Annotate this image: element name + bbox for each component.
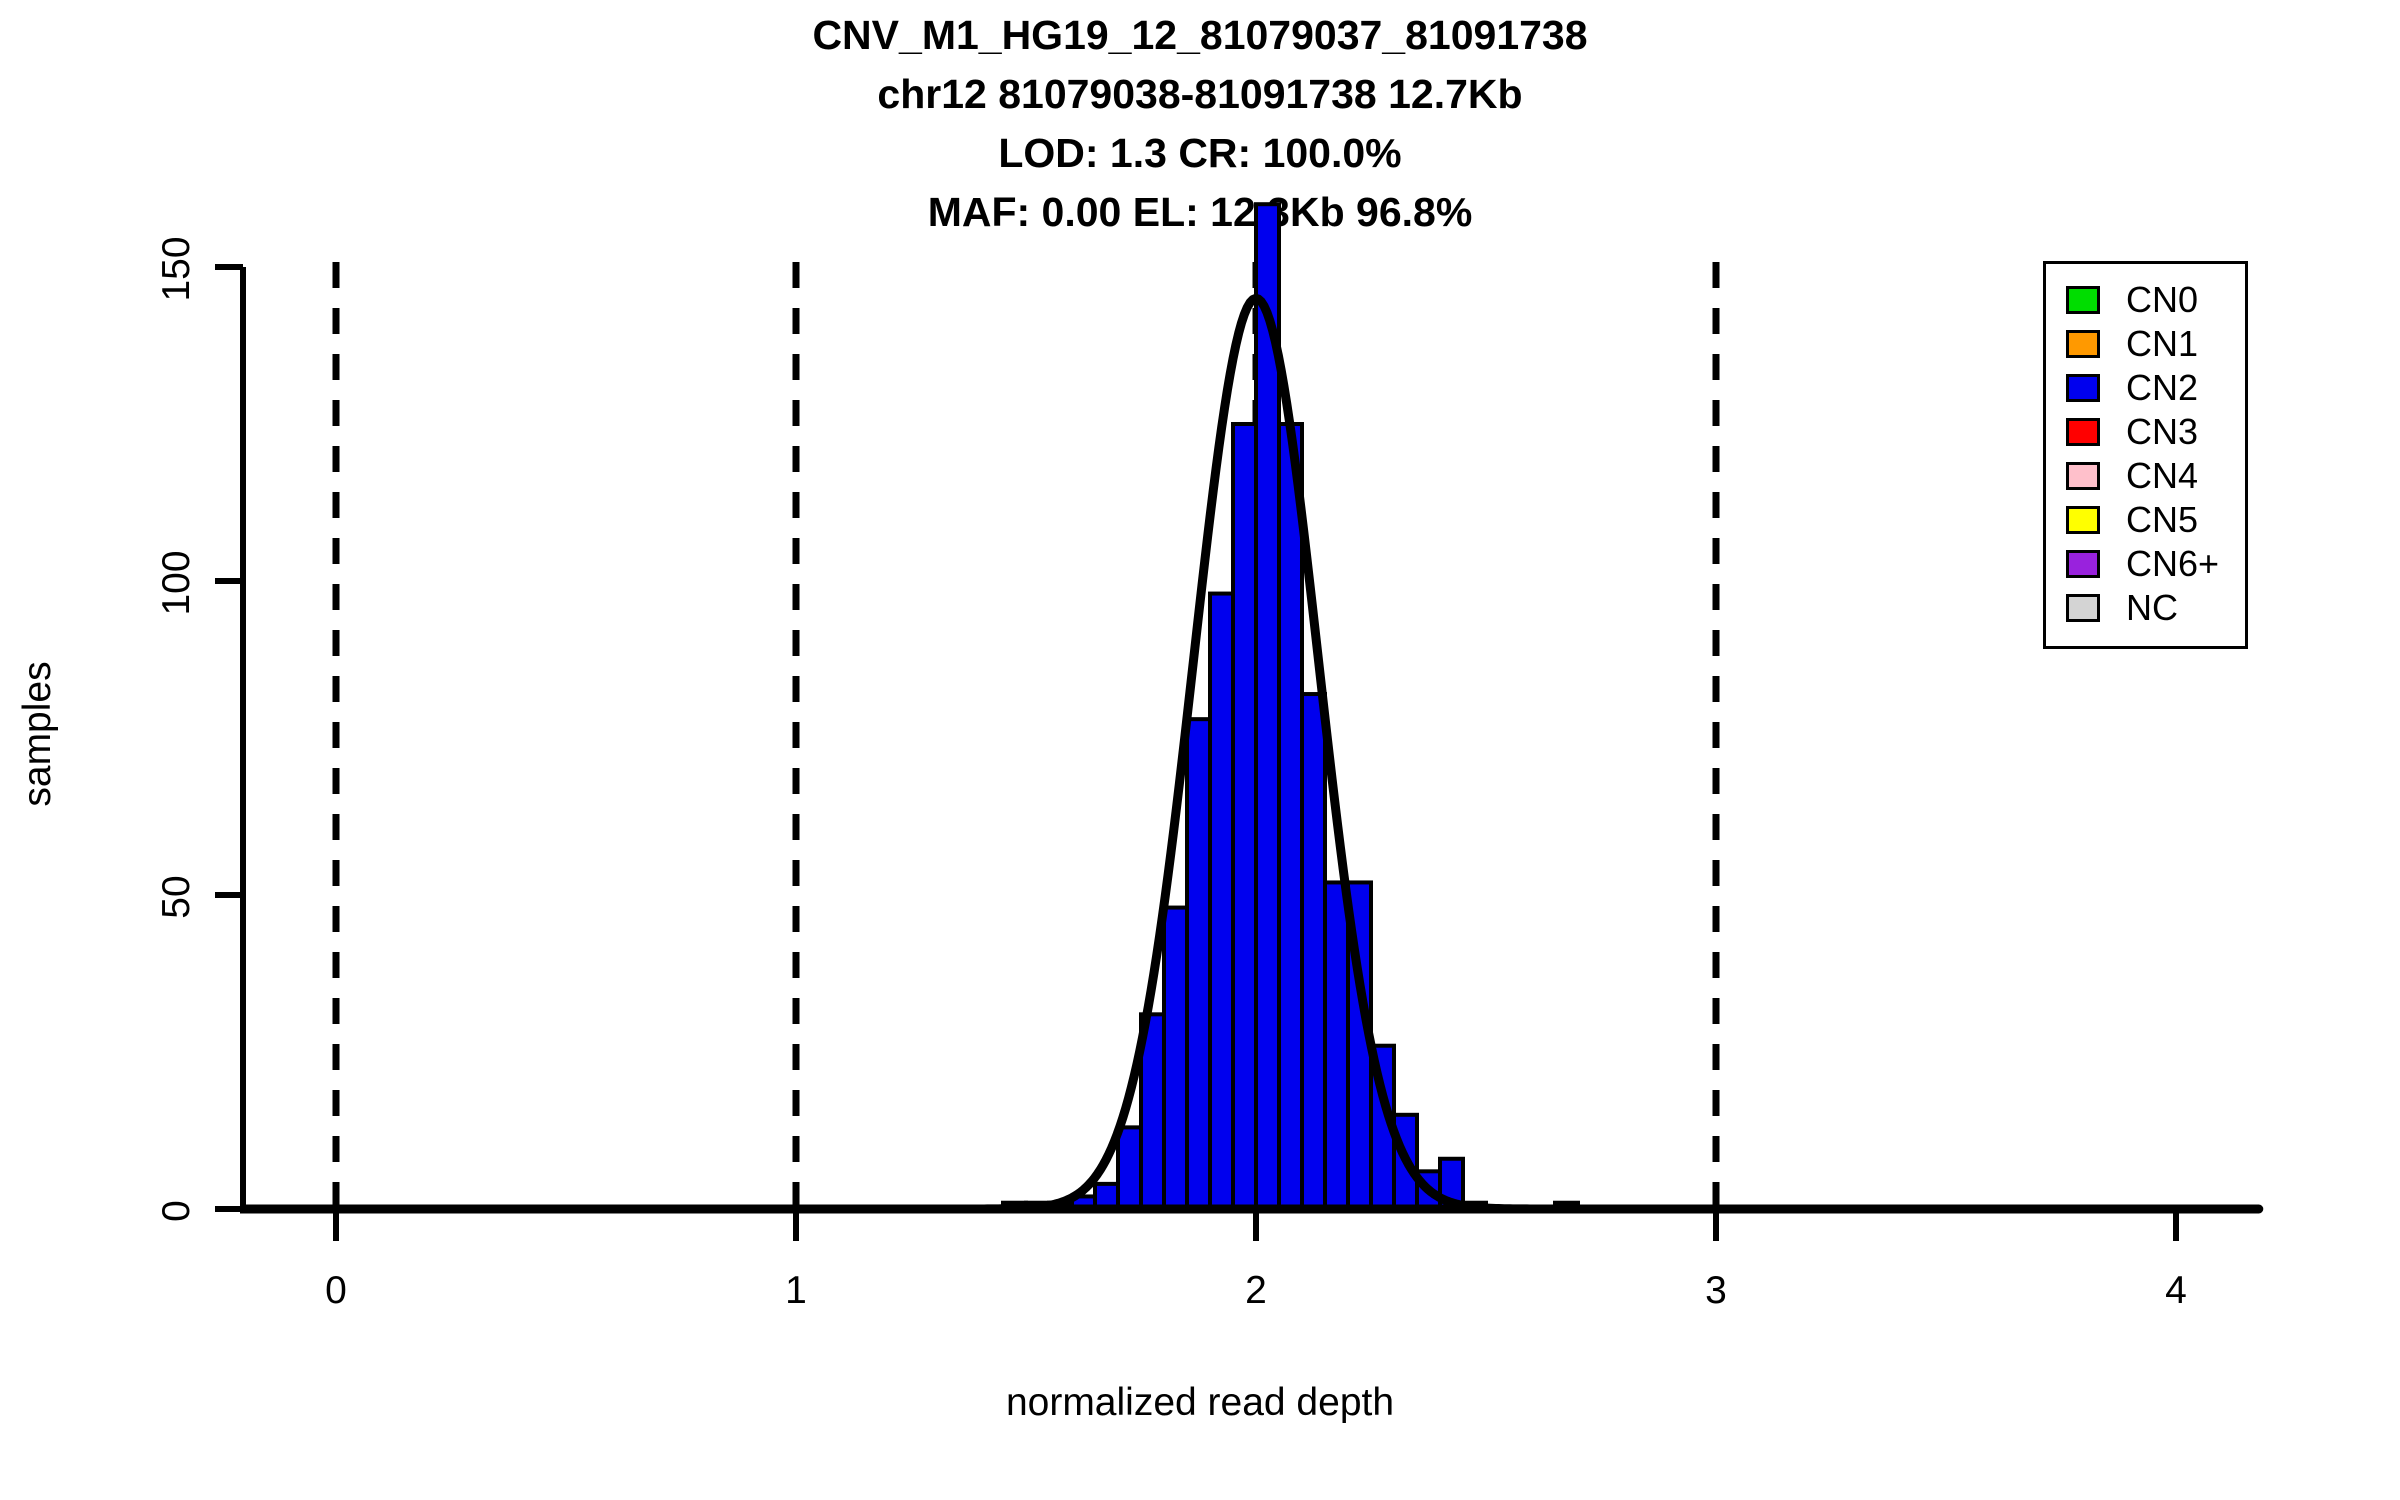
legend: CN0 CN1 CN2 CN3 CN4 CN5 CN6+ NC (2043, 261, 2249, 649)
x-tick-label: 2 (1245, 1269, 1267, 1312)
histogram-bar (1300, 692, 1327, 1211)
histogram-bar (1208, 591, 1235, 1211)
legend-swatch-icon (2066, 286, 2100, 314)
legend-item-cn4[interactable]: CN4 (2066, 454, 2219, 498)
legend-swatch-icon (2066, 330, 2100, 358)
x-tick-label: 3 (1705, 1269, 1727, 1312)
legend-item-label: CN0 (2126, 279, 2199, 320)
legend-swatch-icon (2066, 550, 2100, 578)
x-tick-label: 1 (785, 1269, 807, 1312)
legend-item-cn6plus[interactable]: CN6+ (2066, 542, 2219, 586)
y-tick-label: 150 (155, 236, 198, 302)
y-tick-label: 100 (155, 550, 198, 616)
histogram-bar (1116, 1125, 1143, 1211)
legend-item-cn5[interactable]: CN5 (2066, 498, 2219, 542)
histogram-bar (1231, 422, 1258, 1211)
histogram-bar (1323, 880, 1350, 1211)
histogram-bar (1277, 422, 1304, 1211)
legend-item-cn1[interactable]: CN1 (2066, 322, 2219, 366)
legend-item-label: CN6+ (2126, 543, 2220, 584)
legend-item-label: CN1 (2126, 323, 2199, 364)
legend-item-label: CN2 (2126, 367, 2199, 408)
histogram-bar (1162, 905, 1189, 1211)
x-tick-label: 4 (2165, 1269, 2187, 1312)
legend-item-label: CN4 (2126, 455, 2199, 496)
legend-item-cn0[interactable]: CN0 (2066, 278, 2219, 322)
y-axis-title: samples (16, 661, 59, 807)
histogram-bar (1185, 717, 1212, 1211)
legend-item-cn3[interactable]: CN3 (2066, 410, 2219, 454)
legend-swatch-icon (2066, 462, 2100, 490)
x-axis-title: normalized read depth (1005, 1381, 1395, 1424)
x-tick-label: 0 (325, 1269, 347, 1312)
y-tick-label: 50 (155, 875, 198, 919)
legend-item-cn2[interactable]: CN2 (2066, 366, 2219, 410)
legend-swatch-icon (2066, 374, 2100, 402)
histogram-bars (1001, 202, 1580, 1212)
legend-swatch-icon (2066, 418, 2100, 446)
legend-item-label: NC (2126, 587, 2178, 628)
legend-swatch-icon (2066, 594, 2100, 622)
legend-item-label: CN5 (2126, 499, 2199, 540)
legend-item-label: CN3 (2126, 411, 2199, 452)
y-tick-label: 0 (155, 1200, 198, 1222)
legend-item-nc[interactable]: NC (2066, 586, 2219, 630)
legend-swatch-icon (2066, 506, 2100, 534)
